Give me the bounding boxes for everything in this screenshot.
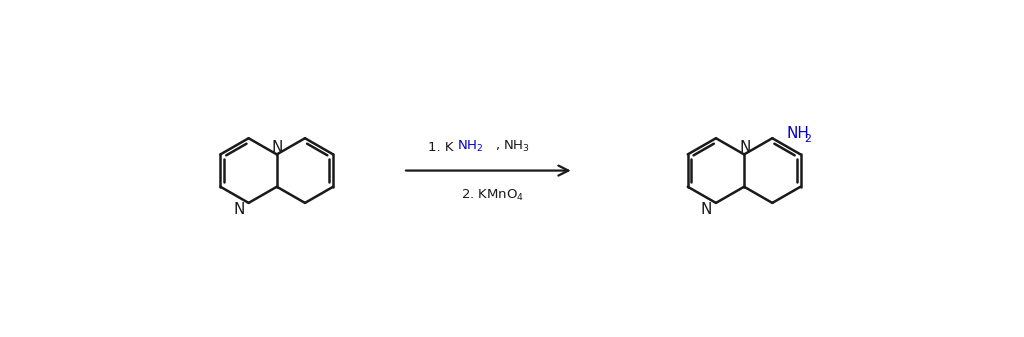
Text: 1. K: 1. K [428,141,454,154]
Text: N: N [233,202,245,217]
Text: 2: 2 [805,134,811,144]
Text: 2. KMnO$_4$: 2. KMnO$_4$ [461,187,524,203]
Text: NH: NH [786,126,809,141]
Text: N: N [272,140,284,155]
Text: , NH$_3$: , NH$_3$ [495,139,529,154]
Text: N: N [701,202,713,217]
Text: NH$_2$: NH$_2$ [458,139,483,154]
Text: N: N [739,140,751,155]
